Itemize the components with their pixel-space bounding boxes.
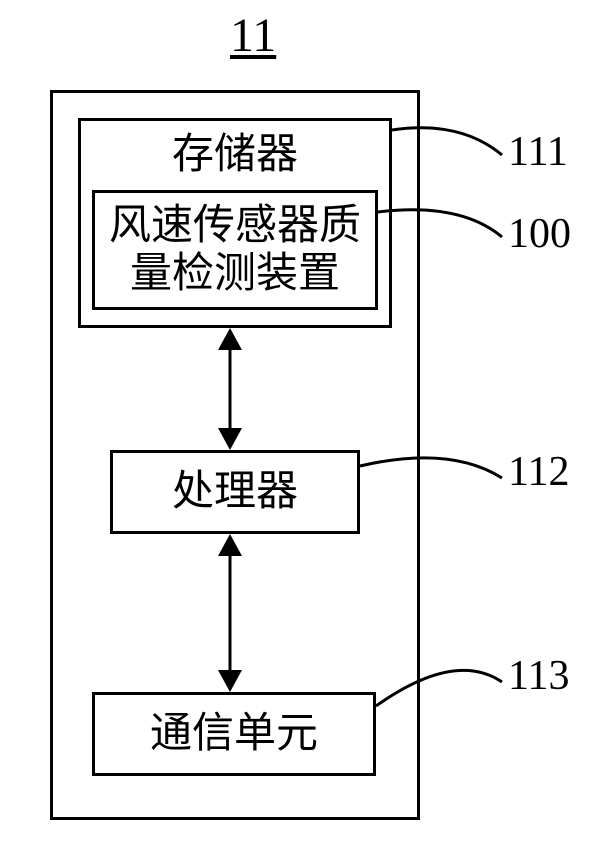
ref-113: 113 bbox=[508, 652, 569, 700]
leader-113 bbox=[0, 0, 606, 849]
diagram-canvas: 11 存储器 风速传感器质量检测装置 处理器 通信单元 111 100 112 bbox=[0, 0, 606, 849]
